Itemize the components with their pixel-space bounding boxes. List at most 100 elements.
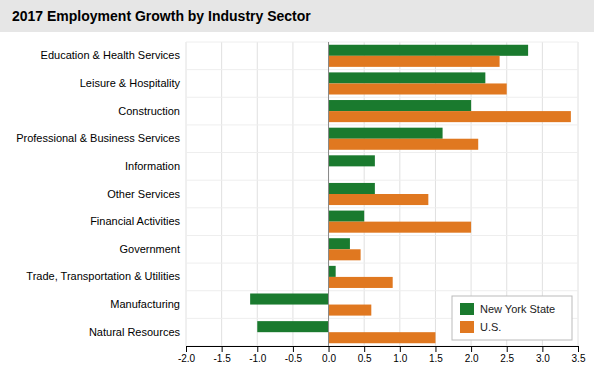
x-tick-mark <box>400 346 401 352</box>
bar <box>329 249 361 260</box>
y-tick: Professional & Business Services <box>16 132 180 144</box>
chart: 2017 Employment Growth by Industry Secto… <box>0 0 594 372</box>
y-tick-label: Professional & Business Services <box>16 132 180 144</box>
legend-label: New York State <box>480 303 555 315</box>
x-tick: -1.5 <box>214 346 232 364</box>
separator <box>186 207 578 208</box>
bar <box>329 238 350 249</box>
legend: New York State U.S. <box>452 296 572 340</box>
x-tick: -1.0 <box>249 346 267 364</box>
bar <box>329 83 507 94</box>
x-tick-label: 0.5 <box>358 353 372 364</box>
zero-line <box>328 42 329 346</box>
bar <box>329 155 375 166</box>
y-tick-label: Education & Health Services <box>41 49 181 61</box>
separator <box>186 69 578 70</box>
y-tick: Other Services <box>107 188 180 200</box>
y-tick: Leisure & Hospitality <box>80 77 181 89</box>
y-tick: Trade, Transportation & Utilities <box>26 270 180 282</box>
y-tick-label: Other Services <box>107 188 180 200</box>
x-tick: 0.0 <box>322 346 336 364</box>
separator <box>186 97 578 98</box>
y-tick-label: Manufacturing <box>110 298 180 310</box>
bar <box>329 100 472 111</box>
x-axis-line <box>187 347 579 353</box>
y-tick-label: Construction <box>118 105 180 117</box>
x-tick-mark <box>364 346 365 352</box>
x-tick-mark <box>471 346 472 352</box>
y-tick-label: Financial Activities <box>90 215 180 227</box>
x-tick-label: 2.5 <box>500 353 514 364</box>
legend-swatch <box>460 303 474 315</box>
separator <box>186 124 578 125</box>
separator <box>186 42 578 43</box>
separator <box>186 235 578 236</box>
grid-line <box>328 42 329 346</box>
y-tick-label: Information <box>125 160 180 172</box>
bar <box>329 45 529 56</box>
x-tick: 1.0 <box>393 346 407 364</box>
x-tick: 1.5 <box>429 346 443 364</box>
x-tick: -2.0 <box>178 346 196 364</box>
grid-line <box>578 42 579 346</box>
bar <box>329 332 436 343</box>
bar <box>329 183 375 194</box>
x-tick-label: 3.5 <box>572 353 586 364</box>
x-tick-mark <box>435 346 436 352</box>
separator <box>186 290 578 291</box>
x-tick-label: -1.5 <box>214 353 232 364</box>
legend-item: U.S. <box>460 321 501 333</box>
y-tick: Construction <box>118 105 180 117</box>
legend-label: U.S. <box>480 321 501 333</box>
y-tick: Education & Health Services <box>41 49 181 61</box>
x-tick-label: 2.0 <box>465 353 479 364</box>
y-tick-label: Trade, Transportation & Utilities <box>26 270 180 282</box>
x-tick: -0.5 <box>285 346 303 364</box>
legend-item: New York State <box>460 303 555 315</box>
bar <box>329 305 372 316</box>
bar <box>250 293 328 304</box>
separators <box>186 42 578 346</box>
x-tick: 3.0 <box>536 346 550 364</box>
bar <box>329 56 500 67</box>
bar <box>329 277 393 288</box>
bar <box>329 194 429 205</box>
grid <box>186 42 578 346</box>
header-band <box>0 0 594 32</box>
bar <box>257 321 328 332</box>
y-tick-label: Leisure & Hospitality <box>80 77 181 89</box>
y-tick: Manufacturing <box>110 298 180 310</box>
grid-line <box>186 42 187 346</box>
x-tick: 2.0 <box>465 346 479 364</box>
legend-box <box>452 296 572 340</box>
y-tick-label: Natural Resources <box>89 326 181 338</box>
grid-line <box>221 42 222 346</box>
legend-swatch <box>460 321 474 333</box>
series <box>250 45 528 332</box>
x-tick-label: -1.0 <box>249 353 267 364</box>
x-tick-label: -0.5 <box>285 353 303 364</box>
y-tick: Information <box>125 160 180 172</box>
bar <box>329 128 443 139</box>
bar <box>329 111 571 122</box>
x-axis: -2.0 -1.5 -1.0 -0.5 0.0 0.5 1.0 1.5 2.0 2.5 3.0 3.5 <box>178 346 586 364</box>
x-tick: 0.5 <box>358 346 372 364</box>
x-tick-label: 3.0 <box>536 353 550 364</box>
x-tick-mark <box>507 346 508 352</box>
bar <box>329 139 479 150</box>
separator <box>186 263 578 264</box>
y-tick: Government <box>119 243 180 255</box>
x-tick-mark <box>257 346 258 352</box>
x-tick-mark <box>329 346 330 352</box>
y-tick: Natural Resources <box>89 326 181 338</box>
x-tick-mark <box>578 346 579 352</box>
bar <box>329 211 365 222</box>
x-tick-label: -2.0 <box>178 353 196 364</box>
y-tick: Financial Activities <box>90 215 180 227</box>
x-tick-mark <box>222 346 223 352</box>
y-tick-label: Government <box>119 243 180 255</box>
x-tick-label: 0.0 <box>322 353 336 364</box>
x-tick-mark <box>293 346 294 352</box>
x-tick: 3.5 <box>572 346 586 364</box>
separator <box>186 152 578 153</box>
